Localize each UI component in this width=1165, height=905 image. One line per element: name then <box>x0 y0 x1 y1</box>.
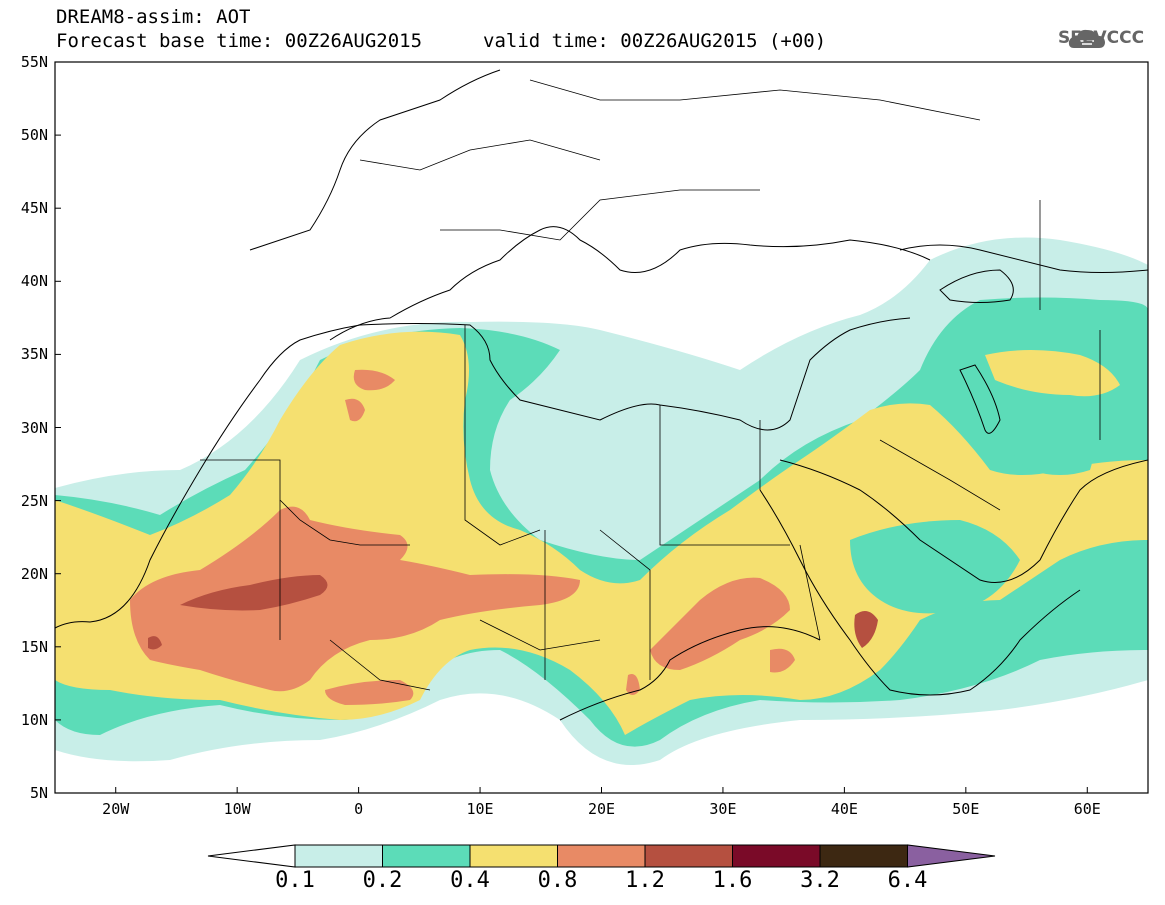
colorbar-swatch <box>469 844 558 868</box>
map-title: DREAM8-assim: AOT <box>56 6 251 28</box>
lat-label: 40N <box>20 272 48 291</box>
lat-label: 5N <box>29 784 48 802</box>
lat-label: 30N <box>20 418 48 437</box>
lat-label: 20N <box>20 564 48 583</box>
colorbar-label: 1.6 <box>712 868 753 893</box>
colorbar-label: 1.2 <box>625 868 665 893</box>
lat-label: 15N <box>20 637 48 656</box>
colorbar-max-arrow <box>907 844 996 868</box>
lat-label: 10N <box>20 710 48 729</box>
coastlines <box>55 69 1148 721</box>
colorbar-swatch <box>294 844 383 868</box>
colorbar-min-arrow <box>207 844 296 868</box>
lon-label: 10E <box>466 800 494 818</box>
axis-ticks <box>55 61 1088 794</box>
valid-time: valid time: 00Z26AUG2015 (+00) <box>483 30 827 52</box>
lat-label: 25N <box>20 491 48 510</box>
seevccc-logo: SEEVCCC <box>1058 28 1145 48</box>
colorbar-swatch <box>557 844 646 868</box>
lat-label: 35N <box>20 345 48 364</box>
colorbar-swatch <box>732 844 821 868</box>
colorbar-label: 0.1 <box>275 868 315 893</box>
lon-label: 60E <box>1073 800 1101 818</box>
lat-label: 45N <box>20 199 48 218</box>
aot-contour-1.2c <box>148 636 162 650</box>
lon-label: 20E <box>587 800 616 818</box>
colorbar-label: 0.2 <box>362 868 403 893</box>
aot-contour-0.8g <box>626 674 640 695</box>
lon-label: 20W <box>102 800 130 818</box>
lat-label: 50N <box>20 126 48 145</box>
aot-contour-1.2b <box>854 611 878 648</box>
aot-contour-0.8b <box>650 577 790 670</box>
lon-label: 10W <box>223 800 251 818</box>
colorbar-swatch <box>382 844 471 868</box>
country-borders <box>200 79 1101 691</box>
aot-contour-0.8f <box>770 648 795 673</box>
aot-iraq-0.2 <box>1000 406 1094 475</box>
colorbar-label: 0.8 <box>537 868 578 893</box>
forecast-base-time: Forecast base time: 00Z26AUG2015 <box>56 30 423 52</box>
aot-contour-0.8c <box>325 680 414 705</box>
aot-contour-0.8a <box>130 506 580 692</box>
colorbar-label: 3.2 <box>800 868 840 893</box>
lon-label: 50E <box>952 800 980 818</box>
colorbar-label: 6.4 <box>887 868 928 893</box>
lon-label: 30E <box>709 800 737 818</box>
lon-label: 0 <box>354 800 364 818</box>
colorbar-swatch <box>819 844 908 868</box>
cloud-icon <box>1068 29 1105 48</box>
aot-contour-0.8d <box>353 369 395 391</box>
aot-contour-1.2a <box>180 575 328 611</box>
lon-label: 40E <box>830 800 858 818</box>
colorbar-label: 0.4 <box>450 868 490 893</box>
colorbar-swatch <box>644 844 733 868</box>
lat-label: 55N <box>20 53 48 71</box>
aot-contour-0.8e <box>345 398 365 422</box>
aot-iran-0.4 <box>985 350 1120 397</box>
aot-arabia-0.2 <box>850 520 1020 614</box>
